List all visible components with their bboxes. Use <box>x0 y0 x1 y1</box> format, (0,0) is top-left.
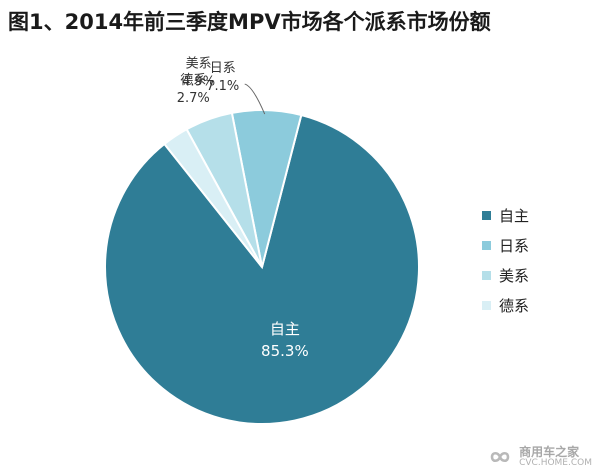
legend: 自主 日系 美系 德系 <box>482 200 529 320</box>
legend-item-4: 德系 <box>482 290 529 320</box>
chart-title: 图1、2014年前三季度MPV市场各个派系市场份额 <box>8 10 491 34</box>
watermark-text-cn: 商用车之家 <box>519 444 580 459</box>
pie-slice-4 <box>163 127 263 268</box>
legend-swatch-1 <box>482 210 491 220</box>
slice-value-label-1: 85.3% <box>261 342 309 360</box>
watermark: 商用车之家 CVC.HOME.COM <box>485 444 592 469</box>
legend-item-3: 美系 <box>482 260 529 290</box>
legend-item-1: 自主 <box>482 200 529 230</box>
watermark-text-en: CVC.HOME.COM <box>519 458 592 469</box>
pie-labels: 自主 85.3% 日系 7.1% 美系 4.9%德系 2.7% <box>177 56 309 360</box>
slice-value-label-2: 7.1% <box>206 79 239 94</box>
pie-slice-1 <box>104 113 420 425</box>
legend-label-3: 美系 <box>499 266 530 285</box>
slice-label-3: 美系 <box>186 56 212 71</box>
slice-label-4: 德系 <box>180 73 206 88</box>
slice-value-label-3: 4.9% <box>182 74 215 89</box>
legend-label-2: 日系 <box>499 236 530 255</box>
infinity-logo-icon <box>490 452 510 463</box>
legend-label-1: 自主 <box>499 206 530 225</box>
slice-label-1: 自主 <box>270 320 300 338</box>
legend-swatch-2 <box>482 240 491 250</box>
pie-slices <box>104 109 420 425</box>
legend-label-4: 德系 <box>499 296 530 315</box>
legend-swatch-4 <box>482 300 491 310</box>
legend-swatch-3 <box>482 270 491 280</box>
slice-label-2: 日系 <box>210 61 236 76</box>
legend-item-2: 日系 <box>482 230 529 260</box>
slice-value-label-4: 2.7% <box>177 91 210 106</box>
leader-line-2 <box>244 83 266 115</box>
